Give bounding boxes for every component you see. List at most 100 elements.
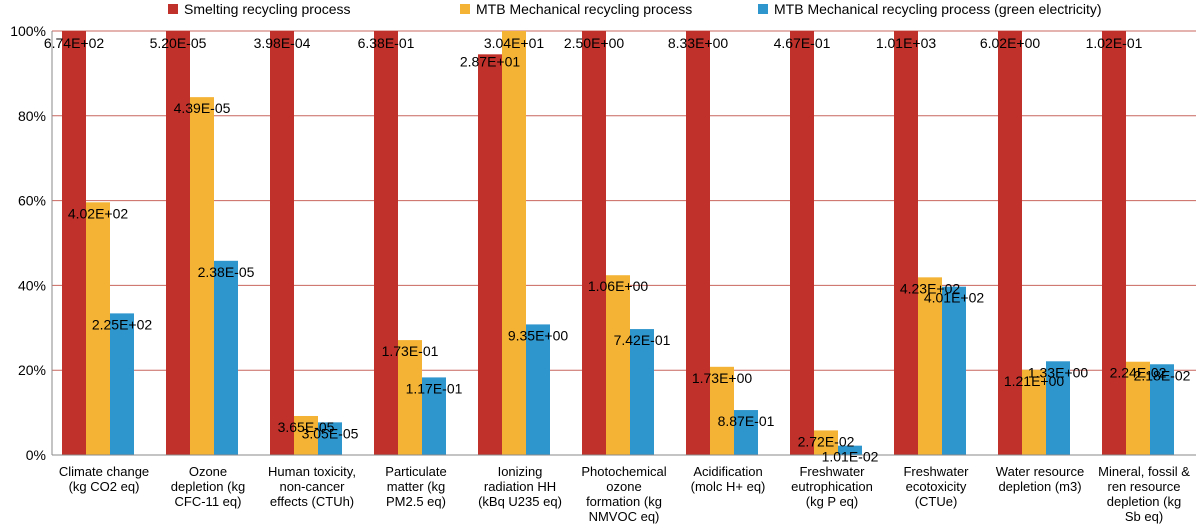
bar-3-10 xyxy=(1046,361,1070,455)
y-tick-label: 20% xyxy=(18,362,46,378)
y-tick-label: 100% xyxy=(10,23,46,39)
bar-1-3 xyxy=(270,31,294,455)
legend: Smelting recycling process MTB Mechanica… xyxy=(0,0,1200,20)
bar-1-4 xyxy=(374,31,398,455)
data-label: 4.67E-01 xyxy=(774,35,831,51)
category-label-line: (molc H+ eq) xyxy=(691,479,766,494)
category-label-line: Ozone xyxy=(189,464,227,479)
category-label-line: ren resource xyxy=(1108,479,1181,494)
category-label-line: (kBq U235 eq) xyxy=(478,494,562,509)
category-label-line: Human toxicity, xyxy=(268,464,356,479)
bar-3-11 xyxy=(1150,364,1174,455)
legend-item-smelting: Smelting recycling process xyxy=(168,1,351,17)
category-label-line: PM2.5 eq) xyxy=(386,494,446,509)
category-label-line: Photochemical xyxy=(581,464,666,479)
data-label: 1.06E+00 xyxy=(588,278,649,294)
category-label-line: depletion (kg xyxy=(171,479,245,494)
bar-3-2 xyxy=(214,260,238,455)
data-label: 5.20E-05 xyxy=(150,35,207,51)
category-label-line: Freshwater xyxy=(799,464,865,479)
data-label: 3.04E+01 xyxy=(484,35,545,51)
legend-item-mtb-green: MTB Mechanical recycling process (green … xyxy=(758,1,1102,17)
legend-label-smelting: Smelting recycling process xyxy=(184,1,351,17)
category-label: Freshwater ecotoxicity (CTUe) xyxy=(903,464,969,509)
bar-2-10 xyxy=(1022,369,1046,455)
bar-2-4 xyxy=(398,340,422,455)
category-label-line: ecotoxicity xyxy=(906,479,967,494)
bar-3-6 xyxy=(630,329,654,455)
category-label-line: Ionizing xyxy=(498,464,543,479)
category-label-line: Sb eq) xyxy=(1125,509,1163,524)
data-label: 2.25E+02 xyxy=(92,316,153,332)
bar-2-7 xyxy=(710,366,734,455)
bar-3-3 xyxy=(318,422,342,455)
category-label: Human toxicity, non-cancer effects (CTUh) xyxy=(268,464,356,509)
data-label: 3.98E-04 xyxy=(254,35,311,51)
category-label-line: (CTUe) xyxy=(915,494,958,509)
bar-1-11 xyxy=(1102,31,1126,455)
legend-swatch-smelting xyxy=(168,4,178,14)
data-label: 2.18E-02 xyxy=(1134,367,1191,383)
data-label: 9.35E+00 xyxy=(508,327,569,343)
bar-2-1 xyxy=(86,202,110,455)
category-label: Mineral, fossil & ren resource depletion (… xyxy=(1098,464,1190,524)
bar-2-3 xyxy=(294,415,318,455)
category-label: Photochemical ozone formation (kg NMVOC eq) xyxy=(581,464,666,524)
bar-1-8 xyxy=(790,31,814,455)
bar-2-11 xyxy=(1126,361,1150,455)
category-label: Climate change (kg CO2 eq) xyxy=(59,464,149,494)
category-label-line: Climate change xyxy=(59,464,149,479)
data-label: 4.02E+02 xyxy=(68,205,129,221)
category-label: Ionizing radiation HH (kBq U235 eq) xyxy=(478,464,562,509)
category-label-line: Freshwater xyxy=(903,464,969,479)
category-label-line: eutrophication xyxy=(791,479,873,494)
data-label: 1.73E+00 xyxy=(692,370,753,386)
data-label: 2.72E-02 xyxy=(798,433,855,449)
data-label: 8.33E+00 xyxy=(668,35,729,51)
y-tick-label: 40% xyxy=(18,277,46,293)
bar-3-1 xyxy=(110,313,134,455)
data-label: 7.42E-01 xyxy=(614,332,671,348)
legend-item-mtb: MTB Mechanical recycling process xyxy=(460,1,692,17)
category-label: Water resource depletion (m3) xyxy=(996,464,1084,494)
bar-3-5 xyxy=(526,324,550,455)
category-label: Ozone depletion (kg CFC-11 eq) xyxy=(171,464,245,509)
category-label-line: Mineral, fossil & xyxy=(1098,464,1190,479)
bar-1-1 xyxy=(62,31,86,455)
data-label: 1.73E-01 xyxy=(382,343,439,359)
category-label-line: effects (CTUh) xyxy=(270,494,354,509)
bar-2-2 xyxy=(190,97,214,456)
category-label-line: CFC-11 eq) xyxy=(175,494,242,509)
category-label-line: NMVOC eq) xyxy=(589,509,660,524)
bar-1-10 xyxy=(998,31,1022,455)
category-label-line: (kg CO2 eq) xyxy=(69,479,140,494)
data-label: 1.33E+00 xyxy=(1028,364,1089,380)
data-label: 6.02E+00 xyxy=(980,35,1041,51)
bar-1-6 xyxy=(582,31,606,455)
bar-3-7 xyxy=(734,410,758,455)
data-label: 1.21E+00 xyxy=(1004,373,1065,389)
data-label: 1.01E-02 xyxy=(822,449,879,465)
category-label: Acidification (molc H+ eq) xyxy=(691,464,766,494)
data-label: 2.50E+00 xyxy=(564,35,625,51)
data-label: 6.74E+02 xyxy=(44,35,105,51)
category-label-line: (kg P eq) xyxy=(806,494,859,509)
y-tick-label: 80% xyxy=(18,108,46,124)
data-label: 4.01E+02 xyxy=(924,290,985,306)
data-label: 4.39E-05 xyxy=(174,100,231,116)
bar-3-8 xyxy=(838,445,862,455)
data-label: 1.02E-01 xyxy=(1086,35,1143,51)
legend-swatch-mtb-green xyxy=(758,4,768,14)
category-label-line: Water resource xyxy=(996,464,1084,479)
category-label-line: radiation HH xyxy=(484,479,556,494)
legend-label-mtb: MTB Mechanical recycling process xyxy=(476,1,693,17)
category-label-line: ozone xyxy=(606,479,641,494)
bar-2-6 xyxy=(606,275,630,455)
bar-1-2 xyxy=(166,31,190,455)
y-tick-label: 60% xyxy=(18,193,46,209)
category-label-line: depletion (kg xyxy=(1107,494,1181,509)
data-label: 3.65E-05 xyxy=(278,419,335,435)
bar-2-5 xyxy=(502,31,526,455)
data-label: 3.05E-05 xyxy=(302,425,359,441)
category-label-line: formation (kg xyxy=(586,494,662,509)
